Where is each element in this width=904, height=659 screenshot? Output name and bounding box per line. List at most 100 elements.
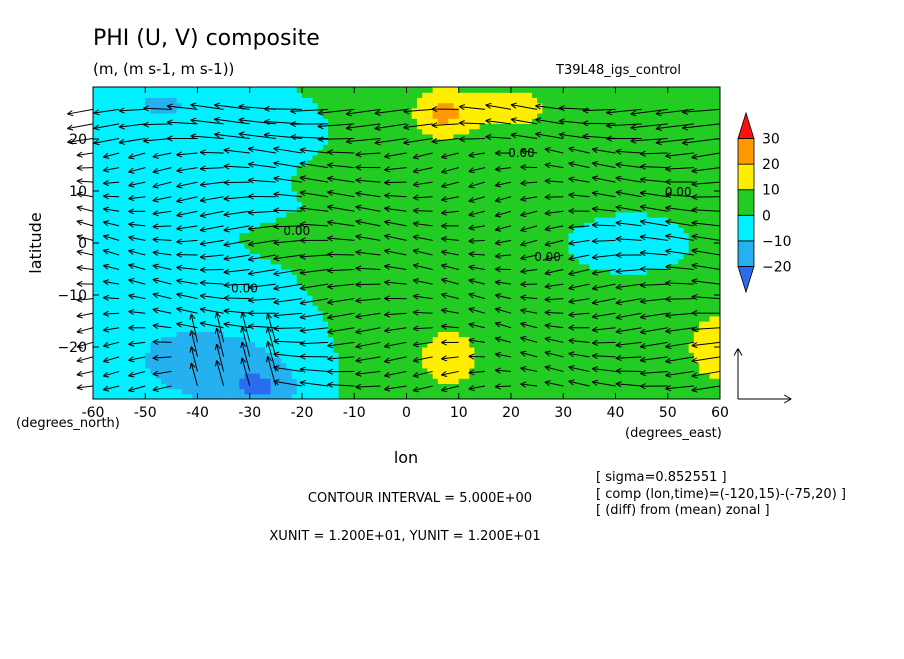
field-cell (155, 269, 162, 275)
field-cell (490, 263, 496, 270)
field-cell (108, 373, 115, 379)
field-cell (249, 87, 256, 93)
field-cell (202, 274, 209, 280)
field-cell (422, 102, 428, 109)
field-cell (390, 362, 397, 369)
field-cell (119, 180, 125, 187)
field-cell (453, 373, 460, 379)
field-cell (197, 305, 204, 312)
field-cell (448, 165, 455, 171)
field-cell (458, 393, 465, 399)
field-cell (369, 305, 376, 312)
field-cell (202, 180, 209, 187)
field-cell (505, 144, 512, 150)
field-cell (343, 388, 350, 395)
field-cell (322, 107, 329, 114)
field-cell (385, 274, 392, 280)
field-cell (249, 180, 256, 187)
field-cell (463, 295, 470, 301)
field-cell (437, 211, 444, 218)
field-cell (155, 217, 162, 223)
field-cell (448, 149, 455, 156)
field-cell (218, 159, 225, 166)
field-cell (364, 180, 371, 187)
field-cell (411, 362, 418, 369)
field-cell (129, 232, 136, 239)
field-cell (202, 248, 209, 254)
field-cell (166, 232, 172, 239)
field-cell (516, 128, 523, 135)
field-cell (181, 191, 188, 197)
field-cell (458, 237, 465, 244)
field-cell (369, 196, 376, 202)
field-cell (516, 165, 523, 171)
field-cell (160, 248, 167, 254)
field-cell (291, 315, 298, 322)
field-cell (228, 139, 235, 145)
field-cell (171, 154, 178, 161)
field-cell (338, 87, 345, 93)
field-cell (254, 107, 261, 114)
field-cell (234, 274, 240, 280)
field-cell (166, 367, 172, 374)
field-cell (302, 232, 308, 239)
field-cell (354, 133, 361, 140)
field-cell (197, 237, 204, 244)
field-cell (469, 393, 476, 399)
field-cell (213, 289, 219, 296)
field-cell (474, 393, 481, 399)
field-cell (155, 393, 162, 399)
field-cell (490, 315, 496, 322)
field-cell (432, 185, 439, 192)
field-cell (275, 352, 282, 358)
field-cell (484, 180, 491, 187)
field-cell (223, 92, 230, 98)
field-cell (202, 139, 209, 145)
field-cell (103, 336, 110, 343)
field-cell (369, 279, 376, 286)
field-cell (427, 305, 434, 312)
field-cell (516, 113, 523, 119)
field-cell (134, 237, 141, 244)
field-cell (375, 300, 381, 306)
field-cell (432, 393, 439, 399)
field-cell (291, 185, 298, 192)
field-cell (244, 289, 251, 296)
field-cell (474, 139, 481, 145)
field-cell (187, 347, 193, 353)
field-cell (458, 305, 465, 312)
field-cell (458, 113, 465, 119)
field-cell (343, 248, 350, 254)
field-cell (223, 128, 230, 135)
field-cell (505, 305, 512, 312)
field-cell (443, 367, 449, 374)
field-cell (119, 222, 125, 228)
field-cell (302, 185, 308, 192)
field-cell (192, 362, 199, 369)
field-cell (160, 362, 167, 369)
field-cell (145, 336, 152, 343)
field-cell (422, 113, 428, 119)
field-cell (124, 393, 131, 399)
field-cell (286, 248, 293, 254)
field-cell (375, 352, 381, 358)
field-cell (218, 123, 225, 130)
field-cell (432, 341, 439, 348)
field-cell (343, 362, 350, 369)
field-cell (359, 347, 366, 353)
field-cell (302, 300, 308, 306)
field-cell (270, 133, 277, 140)
field-cell (302, 305, 308, 312)
field-cell (223, 206, 230, 213)
field-cell (254, 175, 261, 182)
field-cell (458, 263, 465, 270)
field-cell (108, 347, 115, 353)
field-cell (166, 300, 172, 306)
field-cell (265, 378, 272, 384)
field-cell (187, 305, 193, 312)
field-cell (113, 211, 120, 218)
field-cell (448, 352, 455, 358)
field-cell (270, 367, 277, 374)
field-cell (317, 128, 324, 135)
field-cell (228, 378, 235, 384)
